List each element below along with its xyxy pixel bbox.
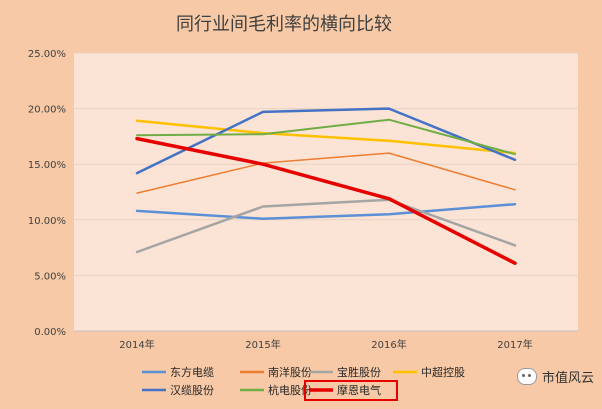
- legend-label: 汉缆股份: [170, 384, 214, 397]
- series-line: [135, 136, 517, 265]
- legend-label: 南洋股份: [268, 365, 312, 379]
- watermark-text: 市值风云: [541, 371, 594, 386]
- y-tick-label: 10.00%: [28, 216, 66, 227]
- wechat-icon: [516, 368, 537, 385]
- legend-label: 东方电缆: [170, 365, 214, 379]
- plot-area: [74, 53, 578, 331]
- chart-title: 同行业间毛利率的横向比较: [176, 14, 392, 35]
- series-line: [135, 107, 517, 175]
- legend-label: 宝胜股份: [337, 365, 381, 379]
- legend-label: 杭电股份: [268, 383, 312, 397]
- legend-label: 中超控股: [421, 365, 465, 379]
- y-tick-label: 5.00%: [34, 271, 66, 282]
- series-line: [135, 198, 517, 254]
- y-tick-label: 15.00%: [28, 160, 66, 171]
- series-line: [136, 152, 516, 194]
- y-tick-label: 25.00%: [28, 49, 66, 60]
- x-tick-label: 2015年: [245, 338, 280, 351]
- x-tick-label: 2016年: [371, 338, 406, 351]
- series-line: [136, 118, 516, 156]
- y-tick-label: 0.00%: [34, 327, 66, 338]
- series-line: [135, 119, 517, 155]
- series-line: [135, 202, 517, 220]
- x-tick-label: 2017年: [497, 338, 532, 351]
- y-tick-label: 20.00%: [28, 105, 66, 116]
- x-tick-label: 2014年: [119, 338, 154, 351]
- legend-highlight-box: [304, 380, 398, 401]
- watermark: 市值风云: [516, 367, 594, 386]
- legend-label: 摩恩电气: [337, 383, 381, 397]
